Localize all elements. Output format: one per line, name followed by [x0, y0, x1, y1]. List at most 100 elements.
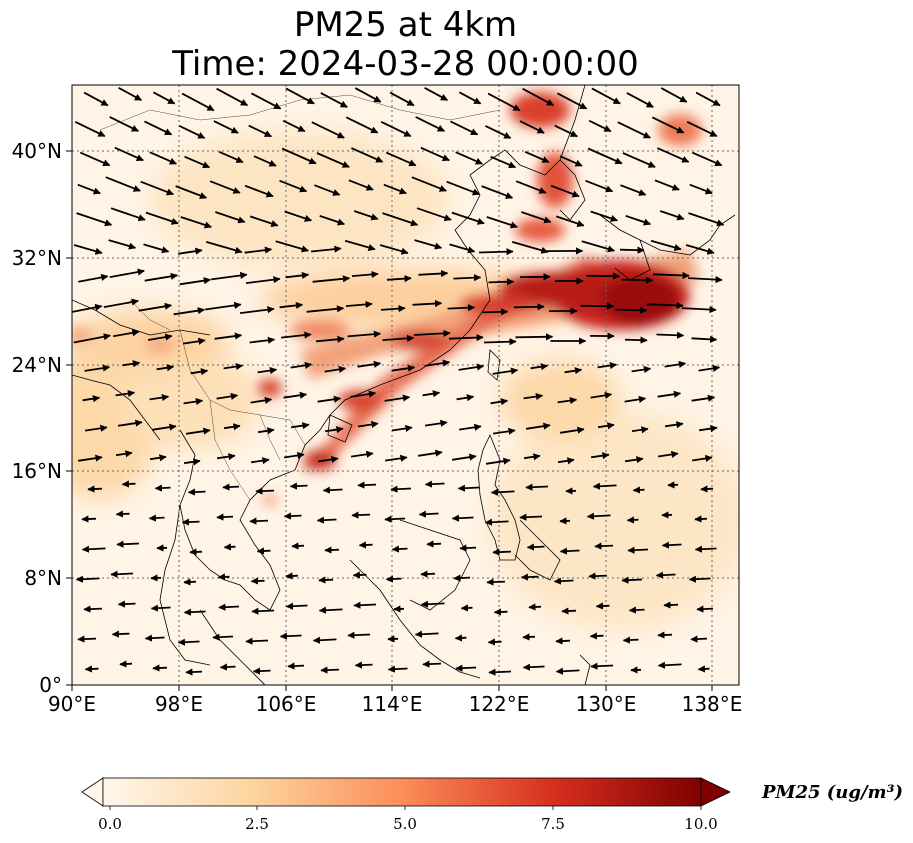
wind-vector — [357, 481, 377, 489]
wind-vector — [322, 486, 343, 494]
wind-vector — [249, 215, 279, 227]
wind-vector — [657, 147, 690, 163]
wind-vector — [115, 389, 136, 398]
wind-vector — [424, 359, 451, 367]
wind-vector — [283, 391, 308, 399]
wind-vector — [513, 303, 545, 311]
wind-vector — [691, 335, 718, 343]
wind-vector — [353, 601, 377, 609]
wind-vector — [617, 121, 651, 139]
wind-vector — [252, 667, 271, 675]
wind-vector — [446, 180, 480, 196]
wind-vector — [451, 453, 477, 461]
wind-vector — [520, 573, 539, 581]
wind-vector — [418, 269, 449, 278]
wind-vector — [386, 275, 412, 283]
wind-vector — [391, 424, 413, 433]
wind-vector — [215, 211, 246, 224]
wind-vector — [553, 577, 574, 585]
wind-vector — [152, 91, 176, 105]
wind-vector — [589, 632, 604, 640]
wind-vector — [615, 306, 648, 314]
wind-vector — [312, 275, 351, 283]
wind-vector — [390, 485, 412, 493]
wind-vector — [631, 426, 649, 434]
colorbar-extend-max — [700, 777, 731, 807]
wind-vector — [251, 607, 275, 615]
axis-ticks — [66, 150, 713, 691]
wind-vector — [456, 394, 475, 402]
wind-vector — [74, 120, 106, 138]
colorbar-gradient — [102, 777, 702, 807]
colorbar-label: PM25 (ug/m³) — [761, 782, 903, 803]
wind-vector — [149, 393, 170, 402]
wind-vector — [453, 274, 482, 282]
wind-vector — [306, 305, 345, 313]
wind-vector — [287, 662, 305, 670]
wind-vector — [453, 574, 471, 582]
wind-vector — [347, 330, 382, 338]
wind-vector — [73, 244, 103, 255]
wind-vector — [519, 513, 543, 521]
lat-tick-label: 32°N — [12, 246, 62, 270]
wind-vector — [312, 636, 337, 644]
wind-vector — [664, 421, 684, 429]
wind-vector — [622, 636, 639, 644]
wind-vector — [451, 211, 485, 225]
wind-vector — [354, 87, 382, 103]
wind-vector — [646, 301, 684, 310]
wind-vector — [493, 608, 508, 616]
wind-vector — [357, 420, 379, 429]
wind-vector — [422, 390, 441, 398]
wind-vector — [316, 152, 350, 168]
wind-vector — [620, 184, 647, 196]
wind-vector — [621, 576, 643, 584]
wind-vector — [81, 515, 97, 523]
wind-vector — [348, 179, 374, 191]
wind-vector — [686, 120, 718, 138]
wind-vector — [694, 515, 708, 523]
wind-vector — [659, 210, 685, 221]
wind-vector — [190, 368, 209, 376]
wind-vector — [597, 422, 615, 430]
wind-vector — [285, 87, 315, 105]
wind-vector — [391, 364, 416, 372]
wind-vector — [695, 91, 721, 107]
wind-vector — [411, 176, 447, 192]
wind-vector — [657, 390, 682, 398]
wind-vector — [556, 92, 588, 110]
title-line-1: PM25 at 4km — [293, 5, 518, 45]
wind-vector — [108, 239, 137, 250]
wind-vector — [213, 120, 239, 134]
wind-vector — [255, 487, 275, 495]
wind-vector — [691, 454, 713, 463]
wind-vector — [110, 570, 134, 578]
wind-vector — [351, 511, 371, 519]
wind-vector — [482, 308, 509, 316]
wind-vector — [555, 215, 585, 227]
wind-vector — [324, 365, 347, 373]
wind-vector — [117, 600, 136, 608]
colorbar-extend-min — [81, 777, 104, 807]
wind-vector — [389, 91, 415, 107]
wind-vector — [698, 425, 718, 433]
wind-vector — [216, 453, 236, 461]
wind-vector — [284, 210, 312, 222]
wind-vector — [660, 87, 688, 103]
wind-vector — [219, 663, 236, 671]
wind-vector — [185, 427, 211, 435]
wind-vector — [209, 180, 241, 194]
wind-vector — [484, 518, 509, 526]
wind-vector — [177, 247, 203, 255]
colorbar-tick-label: 5.0 — [393, 815, 417, 833]
wind-vector — [350, 390, 377, 398]
wind-vector — [454, 634, 467, 642]
wind-vector — [624, 336, 648, 344]
wind-vector — [457, 484, 480, 492]
wind-vector — [77, 183, 101, 195]
wind-vector — [626, 516, 639, 524]
wind-vector — [138, 302, 173, 312]
wind-vector — [486, 578, 506, 586]
wind-vector — [383, 183, 407, 195]
wind-vector — [352, 571, 367, 579]
